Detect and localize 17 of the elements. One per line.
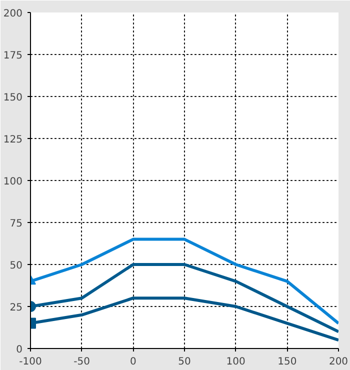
x-tick-label: 200 (328, 356, 348, 368)
y-tick-label: 100 (3, 176, 23, 188)
x-tick-label: 50 (178, 356, 191, 368)
y-tick-label: 175 (3, 50, 23, 62)
y-tick-label: 150 (3, 92, 23, 104)
x-tick-label: -100 (19, 356, 42, 368)
x-tick-label: 0 (130, 356, 136, 368)
y-tick-label: 0 (16, 344, 23, 356)
x-tick-label: 100 (226, 356, 246, 368)
y-tick-label: 200 (3, 8, 23, 20)
y-tick-label: 50 (10, 260, 23, 272)
x-tick-label: 150 (278, 356, 297, 368)
y-tick-label: 25 (10, 302, 23, 314)
y-tick-label: 75 (10, 218, 23, 230)
line-series (30, 238, 338, 325)
y-tick-label: 125 (3, 134, 23, 146)
x-tick-label: -50 (74, 356, 90, 368)
